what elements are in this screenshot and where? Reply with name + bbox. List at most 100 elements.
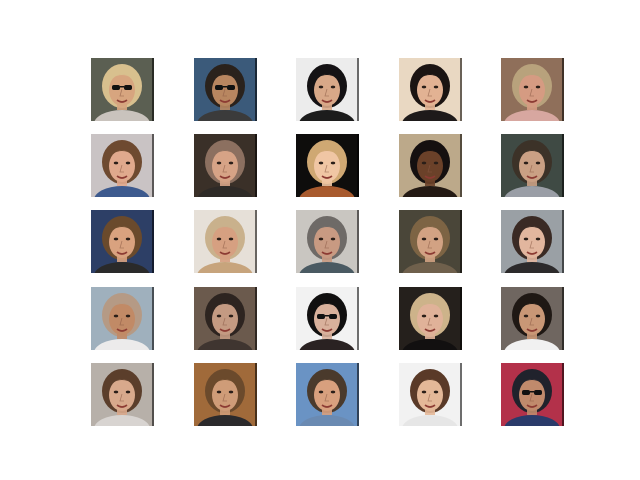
sunglasses-bridge — [530, 391, 534, 393]
mouth — [219, 328, 231, 332]
mouth — [219, 99, 231, 103]
face-sample — [91, 287, 154, 350]
face-image — [501, 134, 564, 197]
shirt — [197, 415, 253, 426]
edge-strip — [255, 210, 257, 273]
shirt — [504, 186, 560, 197]
eye-right — [228, 237, 234, 241]
hair-fringe — [312, 379, 342, 389]
eye-left — [216, 314, 222, 318]
sunglasses-left — [522, 390, 530, 395]
shirt — [504, 415, 560, 426]
face-sample — [296, 363, 359, 426]
face-image — [296, 363, 359, 426]
nose — [222, 393, 227, 402]
sunglasses-left — [215, 85, 223, 90]
face-image — [296, 58, 359, 121]
nose — [222, 317, 227, 326]
eye-right — [330, 161, 336, 165]
face-sample — [296, 287, 359, 350]
face-image — [194, 287, 257, 350]
eye-right — [228, 314, 234, 318]
shirt — [402, 415, 458, 426]
mouth — [321, 175, 333, 179]
nose — [529, 240, 534, 249]
sunglasses-right — [329, 314, 337, 319]
eye-right — [125, 314, 131, 318]
nose — [427, 164, 432, 173]
hair-fringe — [107, 226, 137, 236]
face-sample — [501, 134, 564, 197]
face-sample — [501, 210, 564, 273]
shirt — [504, 110, 560, 121]
face-image — [91, 134, 154, 197]
shirt — [94, 262, 150, 273]
edge-strip — [562, 287, 564, 350]
shirt — [197, 262, 253, 273]
hair-fringe — [312, 74, 342, 84]
face-image — [399, 363, 462, 426]
edge-strip — [460, 210, 462, 273]
face-sample — [194, 210, 257, 273]
nose — [119, 393, 124, 402]
mouth — [116, 404, 128, 408]
edge-strip — [357, 287, 359, 350]
eye-right — [125, 237, 131, 241]
mouth — [424, 99, 436, 103]
hair-fringe — [415, 303, 445, 313]
nose — [427, 393, 432, 402]
eye-left — [421, 314, 427, 318]
edge-strip — [562, 58, 564, 121]
nose — [324, 88, 329, 97]
shirt — [402, 186, 458, 197]
face-image — [194, 363, 257, 426]
sunglasses-left — [112, 85, 120, 90]
sunglasses-right — [534, 390, 542, 395]
face-sample — [296, 210, 359, 273]
mouth — [219, 175, 231, 179]
edge-strip — [255, 363, 257, 426]
hair-fringe — [312, 303, 342, 313]
mouth — [424, 328, 436, 332]
hair-fringe — [517, 303, 547, 313]
shirt — [197, 186, 253, 197]
eye-left — [318, 85, 324, 89]
mouth — [526, 175, 538, 179]
nose — [119, 88, 124, 97]
eye-right — [125, 390, 131, 394]
face-image — [399, 287, 462, 350]
eye-right — [535, 237, 541, 241]
face-image — [501, 58, 564, 121]
face-sample — [501, 58, 564, 121]
hair-fringe — [210, 226, 240, 236]
nose — [529, 164, 534, 173]
eye-left — [421, 161, 427, 165]
nose — [529, 88, 534, 97]
eye-left — [113, 390, 119, 394]
hair-fringe — [517, 379, 547, 389]
eye-left — [216, 161, 222, 165]
eye-left — [523, 85, 529, 89]
shirt — [94, 110, 150, 121]
eye-left — [216, 390, 222, 394]
eye-left — [113, 314, 119, 318]
hair-fringe — [107, 74, 137, 84]
mouth — [424, 404, 436, 408]
face-sample — [296, 58, 359, 121]
mouth — [424, 175, 436, 179]
eye-right — [433, 237, 439, 241]
mouth — [116, 99, 128, 103]
eye-right — [433, 85, 439, 89]
eye-right — [535, 161, 541, 165]
eye-left — [318, 161, 324, 165]
nose — [529, 393, 534, 402]
hair-fringe — [210, 379, 240, 389]
edge-strip — [357, 210, 359, 273]
face-sample — [91, 363, 154, 426]
eye-right — [125, 161, 131, 165]
nose — [324, 164, 329, 173]
shirt — [197, 110, 253, 121]
mouth — [116, 251, 128, 255]
eye-right — [330, 390, 336, 394]
mouth — [321, 251, 333, 255]
